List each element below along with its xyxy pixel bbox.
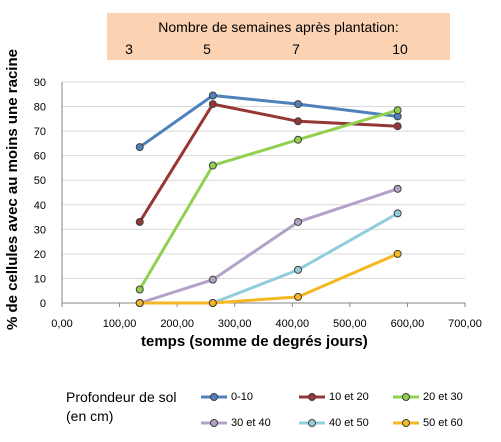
legend-label: 40 et 50 — [329, 417, 369, 429]
x-tick-label: 300,00 — [218, 318, 252, 330]
legend-item: 20 et 30 — [392, 390, 463, 404]
x-tick-label: 500,00 — [333, 318, 367, 330]
y-tick-label: 80 — [34, 102, 46, 114]
legend-swatch — [393, 393, 419, 401]
data-point — [294, 217, 303, 226]
series-line-5 — [138, 252, 400, 305]
data-point — [294, 117, 303, 126]
data-point — [135, 285, 144, 294]
x-tick-label: 400,00 — [275, 318, 309, 330]
data-point — [135, 143, 144, 152]
data-point — [208, 100, 217, 109]
y-tick-label: 40 — [34, 200, 46, 212]
y-tick-label: 30 — [34, 224, 46, 236]
legend-swatch — [299, 419, 325, 427]
legend-label: 20 et 30 — [423, 391, 463, 403]
week-label: 10 — [392, 41, 408, 57]
y-tick-label: 0 — [40, 298, 46, 310]
series-line-0 — [138, 94, 400, 149]
data-point — [393, 249, 402, 258]
legend-item: 10 et 20 — [298, 390, 369, 404]
week-label: 5 — [203, 41, 211, 57]
week-axis-box: Nombre de semaines après plantation: 3 5… — [107, 13, 450, 60]
data-point — [393, 184, 402, 193]
legend-item: 40 et 50 — [298, 416, 369, 430]
legend-swatch-marker — [308, 419, 316, 427]
week-label: 7 — [292, 41, 300, 57]
legend-swatch-marker — [210, 393, 218, 401]
y-tick-label: 10 — [34, 273, 46, 285]
x-axis-label: temps (somme de degrés jours) — [141, 333, 368, 350]
y-axis-label: % de cellules avec au moins une racine — [4, 49, 21, 330]
data-point — [208, 275, 217, 284]
data-point — [393, 209, 402, 218]
data-point — [208, 161, 217, 170]
data-point — [294, 100, 303, 109]
y-tick-label: 90 — [34, 77, 46, 89]
data-point — [208, 299, 217, 307]
legend-item: 0-10 — [200, 390, 253, 404]
legend-swatch-marker — [402, 419, 410, 427]
y-tick-label: 20 — [34, 249, 46, 261]
data-point — [294, 265, 303, 274]
legend-label: 50 et 60 — [423, 417, 463, 429]
legend-swatch-marker — [210, 419, 218, 427]
y-tick-label: 60 — [34, 151, 46, 163]
x-tick-label: 700,00 — [448, 318, 482, 330]
legend-swatch — [393, 419, 419, 427]
x-tick-label: 100,00 — [103, 318, 137, 330]
legend-swatch — [201, 393, 227, 401]
legend-item: 50 et 60 — [392, 416, 463, 430]
data-point — [135, 217, 144, 226]
series-line-2 — [138, 108, 400, 291]
x-tick-label: 200,00 — [160, 318, 194, 330]
legend-swatch-marker — [308, 393, 316, 401]
data-point — [393, 106, 402, 115]
series-line-3 — [138, 187, 400, 305]
y-tick-label: 70 — [34, 126, 46, 138]
legend-title: Profondeur de sol (en cm) — [66, 389, 177, 424]
data-point — [393, 122, 402, 131]
legend-swatch — [299, 393, 325, 401]
data-point — [294, 292, 303, 301]
week-label: 3 — [125, 41, 133, 57]
legend-item: 30 et 40 — [200, 416, 271, 430]
legend-swatch-marker — [402, 393, 410, 401]
legend-swatch — [201, 419, 227, 427]
legend-label: 30 et 40 — [231, 417, 271, 429]
x-tick-label: 0,00 — [51, 318, 72, 330]
data-point — [294, 135, 303, 144]
data-point — [135, 299, 144, 307]
legend-label: 10 et 20 — [329, 391, 369, 403]
data-point — [208, 91, 217, 100]
x-tick-label: 600,00 — [391, 318, 425, 330]
week-axis-title: Nombre de semaines après plantation: — [158, 19, 399, 35]
legend-label: 0-10 — [231, 391, 254, 403]
y-tick-label: 50 — [34, 175, 46, 187]
